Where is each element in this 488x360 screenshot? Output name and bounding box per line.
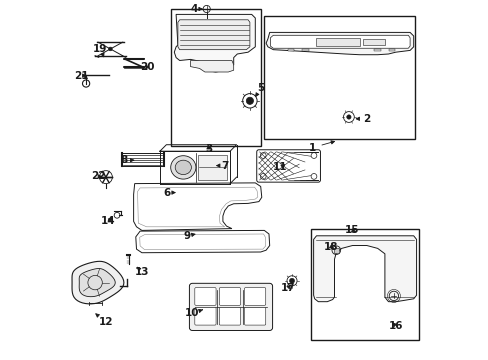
Circle shape: [246, 97, 253, 104]
Bar: [197, 155, 227, 180]
Text: 1: 1: [308, 141, 334, 153]
Ellipse shape: [175, 160, 191, 175]
Polygon shape: [137, 187, 257, 227]
Text: 4: 4: [190, 4, 202, 14]
FancyBboxPatch shape: [194, 307, 216, 325]
Polygon shape: [178, 20, 249, 50]
Text: 11: 11: [273, 162, 287, 172]
Bar: [122, 153, 163, 166]
Bar: [287, 49, 294, 51]
Polygon shape: [174, 14, 255, 72]
FancyBboxPatch shape: [219, 307, 240, 325]
FancyBboxPatch shape: [256, 150, 320, 182]
Bar: [333, 248, 338, 253]
FancyBboxPatch shape: [189, 283, 272, 330]
Text: 19: 19: [93, 44, 107, 57]
Text: 9: 9: [183, 231, 195, 241]
FancyBboxPatch shape: [244, 307, 265, 325]
Text: 7: 7: [216, 161, 228, 171]
Polygon shape: [72, 261, 123, 304]
Ellipse shape: [170, 156, 196, 179]
Polygon shape: [133, 183, 261, 230]
Text: 17: 17: [280, 283, 294, 293]
Text: 22: 22: [91, 171, 105, 181]
Text: 13: 13: [134, 267, 149, 277]
Text: 18: 18: [323, 242, 338, 252]
Text: 2: 2: [355, 114, 370, 124]
FancyBboxPatch shape: [244, 288, 265, 305]
Circle shape: [289, 278, 294, 283]
FancyBboxPatch shape: [219, 288, 240, 305]
Bar: [302, 49, 308, 51]
Polygon shape: [136, 230, 269, 253]
Bar: [170, 9, 260, 146]
Text: 5: 5: [255, 83, 264, 96]
Polygon shape: [313, 236, 416, 302]
Bar: [363, 39, 384, 45]
Text: 20: 20: [140, 62, 154, 72]
Text: 3: 3: [204, 144, 212, 154]
Text: 6: 6: [163, 188, 175, 198]
Bar: [310, 229, 418, 340]
Polygon shape: [140, 234, 265, 249]
FancyBboxPatch shape: [194, 288, 216, 305]
Text: 12: 12: [96, 314, 113, 327]
Bar: [316, 38, 359, 46]
Circle shape: [108, 47, 112, 51]
Polygon shape: [79, 269, 115, 297]
Text: 21: 21: [74, 71, 89, 81]
Text: 16: 16: [387, 321, 402, 331]
Text: 15: 15: [345, 225, 359, 235]
Bar: [373, 49, 380, 51]
Text: 14: 14: [100, 216, 115, 226]
Polygon shape: [190, 60, 233, 72]
Polygon shape: [265, 32, 413, 55]
Polygon shape: [270, 35, 409, 48]
Text: 8: 8: [120, 155, 134, 165]
Circle shape: [346, 115, 350, 119]
Text: 10: 10: [184, 308, 202, 318]
Bar: [387, 49, 394, 51]
Bar: [264, 16, 415, 139]
